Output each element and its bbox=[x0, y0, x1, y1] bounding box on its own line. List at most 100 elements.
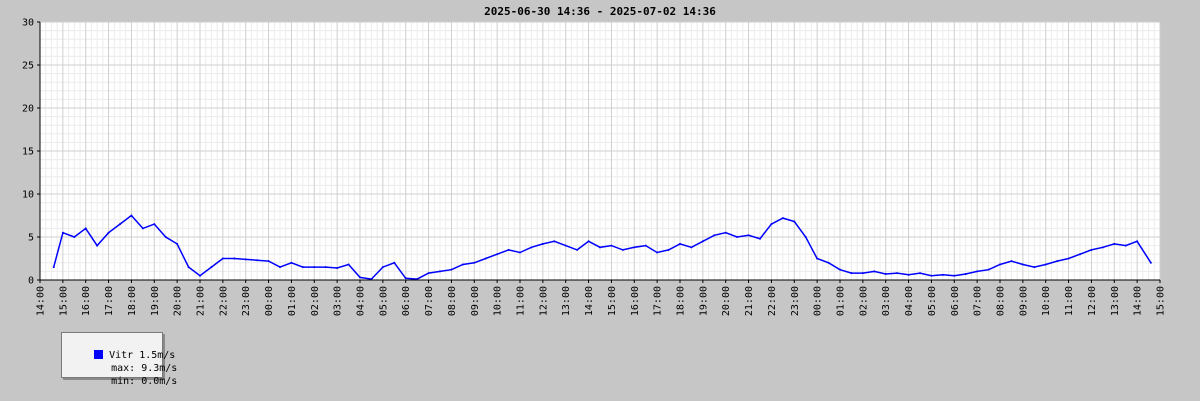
series-point bbox=[1067, 257, 1070, 260]
series-point bbox=[52, 266, 55, 269]
x-tick-label: 08:00 bbox=[996, 286, 1007, 316]
series-point bbox=[1079, 253, 1081, 256]
series-point bbox=[1010, 260, 1013, 263]
series-point bbox=[404, 277, 407, 280]
x-tick-label: 01:00 bbox=[287, 286, 298, 316]
x-tick-label: 10:00 bbox=[493, 286, 504, 316]
series-point bbox=[1149, 261, 1152, 264]
x-tick-label: 07:00 bbox=[424, 286, 435, 316]
x-tick-label: 09:00 bbox=[470, 286, 481, 316]
series-point bbox=[907, 273, 910, 276]
series-point bbox=[347, 263, 350, 266]
y-tick-label: 20 bbox=[22, 104, 34, 115]
y-tick-label: 0 bbox=[28, 276, 34, 287]
series-point bbox=[439, 270, 441, 273]
series-point bbox=[461, 263, 464, 266]
y-tick-label: 25 bbox=[22, 61, 34, 72]
x-tick-label: 13:00 bbox=[1110, 286, 1121, 316]
y-tick-label: 10 bbox=[22, 190, 34, 201]
x-tick-label: 02:00 bbox=[310, 286, 321, 316]
series-point bbox=[896, 272, 899, 275]
series-point bbox=[884, 272, 887, 275]
x-tick-label: 12:00 bbox=[538, 286, 549, 316]
series-point bbox=[164, 236, 167, 238]
series-point bbox=[530, 246, 533, 249]
x-tick-label: 23:00 bbox=[241, 286, 252, 316]
series-point bbox=[553, 240, 556, 243]
series-point bbox=[576, 248, 579, 251]
x-tick-label: 05:00 bbox=[378, 286, 389, 316]
series-point bbox=[644, 244, 647, 247]
series-point bbox=[861, 272, 864, 275]
x-tick-label: 12:00 bbox=[1087, 286, 1098, 316]
series-point bbox=[1056, 260, 1059, 263]
x-tick-label: 06:00 bbox=[950, 286, 961, 316]
x-tick-label: 04:00 bbox=[904, 286, 915, 316]
series-point bbox=[176, 242, 179, 245]
series-points bbox=[52, 214, 1152, 281]
series-point bbox=[153, 223, 156, 226]
series-point bbox=[1090, 248, 1093, 251]
series-point bbox=[73, 236, 76, 238]
x-tick-label: 20:00 bbox=[721, 286, 732, 316]
x-tick-label: 03:00 bbox=[881, 286, 892, 316]
x-tick-label: 03:00 bbox=[333, 286, 344, 316]
series-point bbox=[290, 261, 293, 264]
series-point bbox=[713, 234, 716, 237]
legend-swatch bbox=[94, 350, 104, 359]
x-tick-label: 14:00 bbox=[1133, 286, 1144, 316]
y-tick-label: 5 bbox=[28, 233, 34, 244]
series-point bbox=[964, 272, 967, 275]
y-axis: 0 5 10 15 20 25 30 bbox=[22, 18, 40, 287]
series-point bbox=[724, 231, 727, 234]
legend-max-label: max: 9.3m/s bbox=[111, 363, 178, 374]
series-point bbox=[850, 272, 853, 275]
series-point bbox=[1136, 240, 1139, 243]
y-tick-label: 15 bbox=[22, 147, 34, 158]
x-tick-label: 06:00 bbox=[401, 286, 412, 316]
x-tick-label: 23:00 bbox=[790, 286, 801, 316]
series-point bbox=[804, 236, 807, 238]
series-point bbox=[130, 214, 133, 217]
x-tick-label: 14:00 bbox=[584, 286, 595, 316]
x-tick-label: 19:00 bbox=[698, 286, 709, 316]
series-point bbox=[450, 268, 453, 271]
series-point bbox=[987, 268, 990, 271]
x-tick-label: 15:00 bbox=[1156, 286, 1167, 316]
series-point bbox=[84, 227, 87, 230]
series-point bbox=[336, 266, 339, 269]
series-point bbox=[233, 257, 236, 260]
series-point bbox=[507, 248, 510, 251]
series-point bbox=[1021, 263, 1024, 266]
series-point bbox=[301, 266, 304, 269]
x-tick-label: 05:00 bbox=[927, 286, 938, 316]
series-point bbox=[107, 231, 110, 234]
series-point bbox=[1101, 246, 1104, 249]
x-tick-label: 16:00 bbox=[81, 286, 92, 316]
x-tick-label: 10:00 bbox=[1041, 286, 1052, 316]
series-point bbox=[359, 276, 361, 279]
series-point bbox=[941, 273, 944, 276]
series-point bbox=[679, 242, 681, 245]
x-tick-label: 14:00 bbox=[36, 286, 47, 316]
x-tick-label: 21:00 bbox=[196, 286, 207, 316]
series-point bbox=[564, 244, 567, 247]
legend-min-label: min: 0.0m/s bbox=[111, 376, 178, 387]
x-tick-label: 17:00 bbox=[653, 286, 664, 316]
legend-max-row: max: 9.3m/s bbox=[70, 349, 177, 374]
series-point bbox=[587, 240, 590, 243]
series-point bbox=[473, 261, 476, 264]
series-point bbox=[541, 242, 544, 245]
series-point bbox=[496, 253, 499, 256]
series-point bbox=[1033, 266, 1036, 269]
legend-min-row: min: 0.0m/s bbox=[70, 362, 177, 387]
series-point bbox=[427, 272, 430, 275]
series-point bbox=[1113, 242, 1116, 245]
series-point bbox=[839, 268, 841, 271]
series-point bbox=[953, 274, 956, 277]
series-point bbox=[267, 260, 270, 263]
series-point bbox=[599, 246, 601, 249]
series-point bbox=[119, 223, 121, 226]
series-point bbox=[930, 274, 933, 277]
